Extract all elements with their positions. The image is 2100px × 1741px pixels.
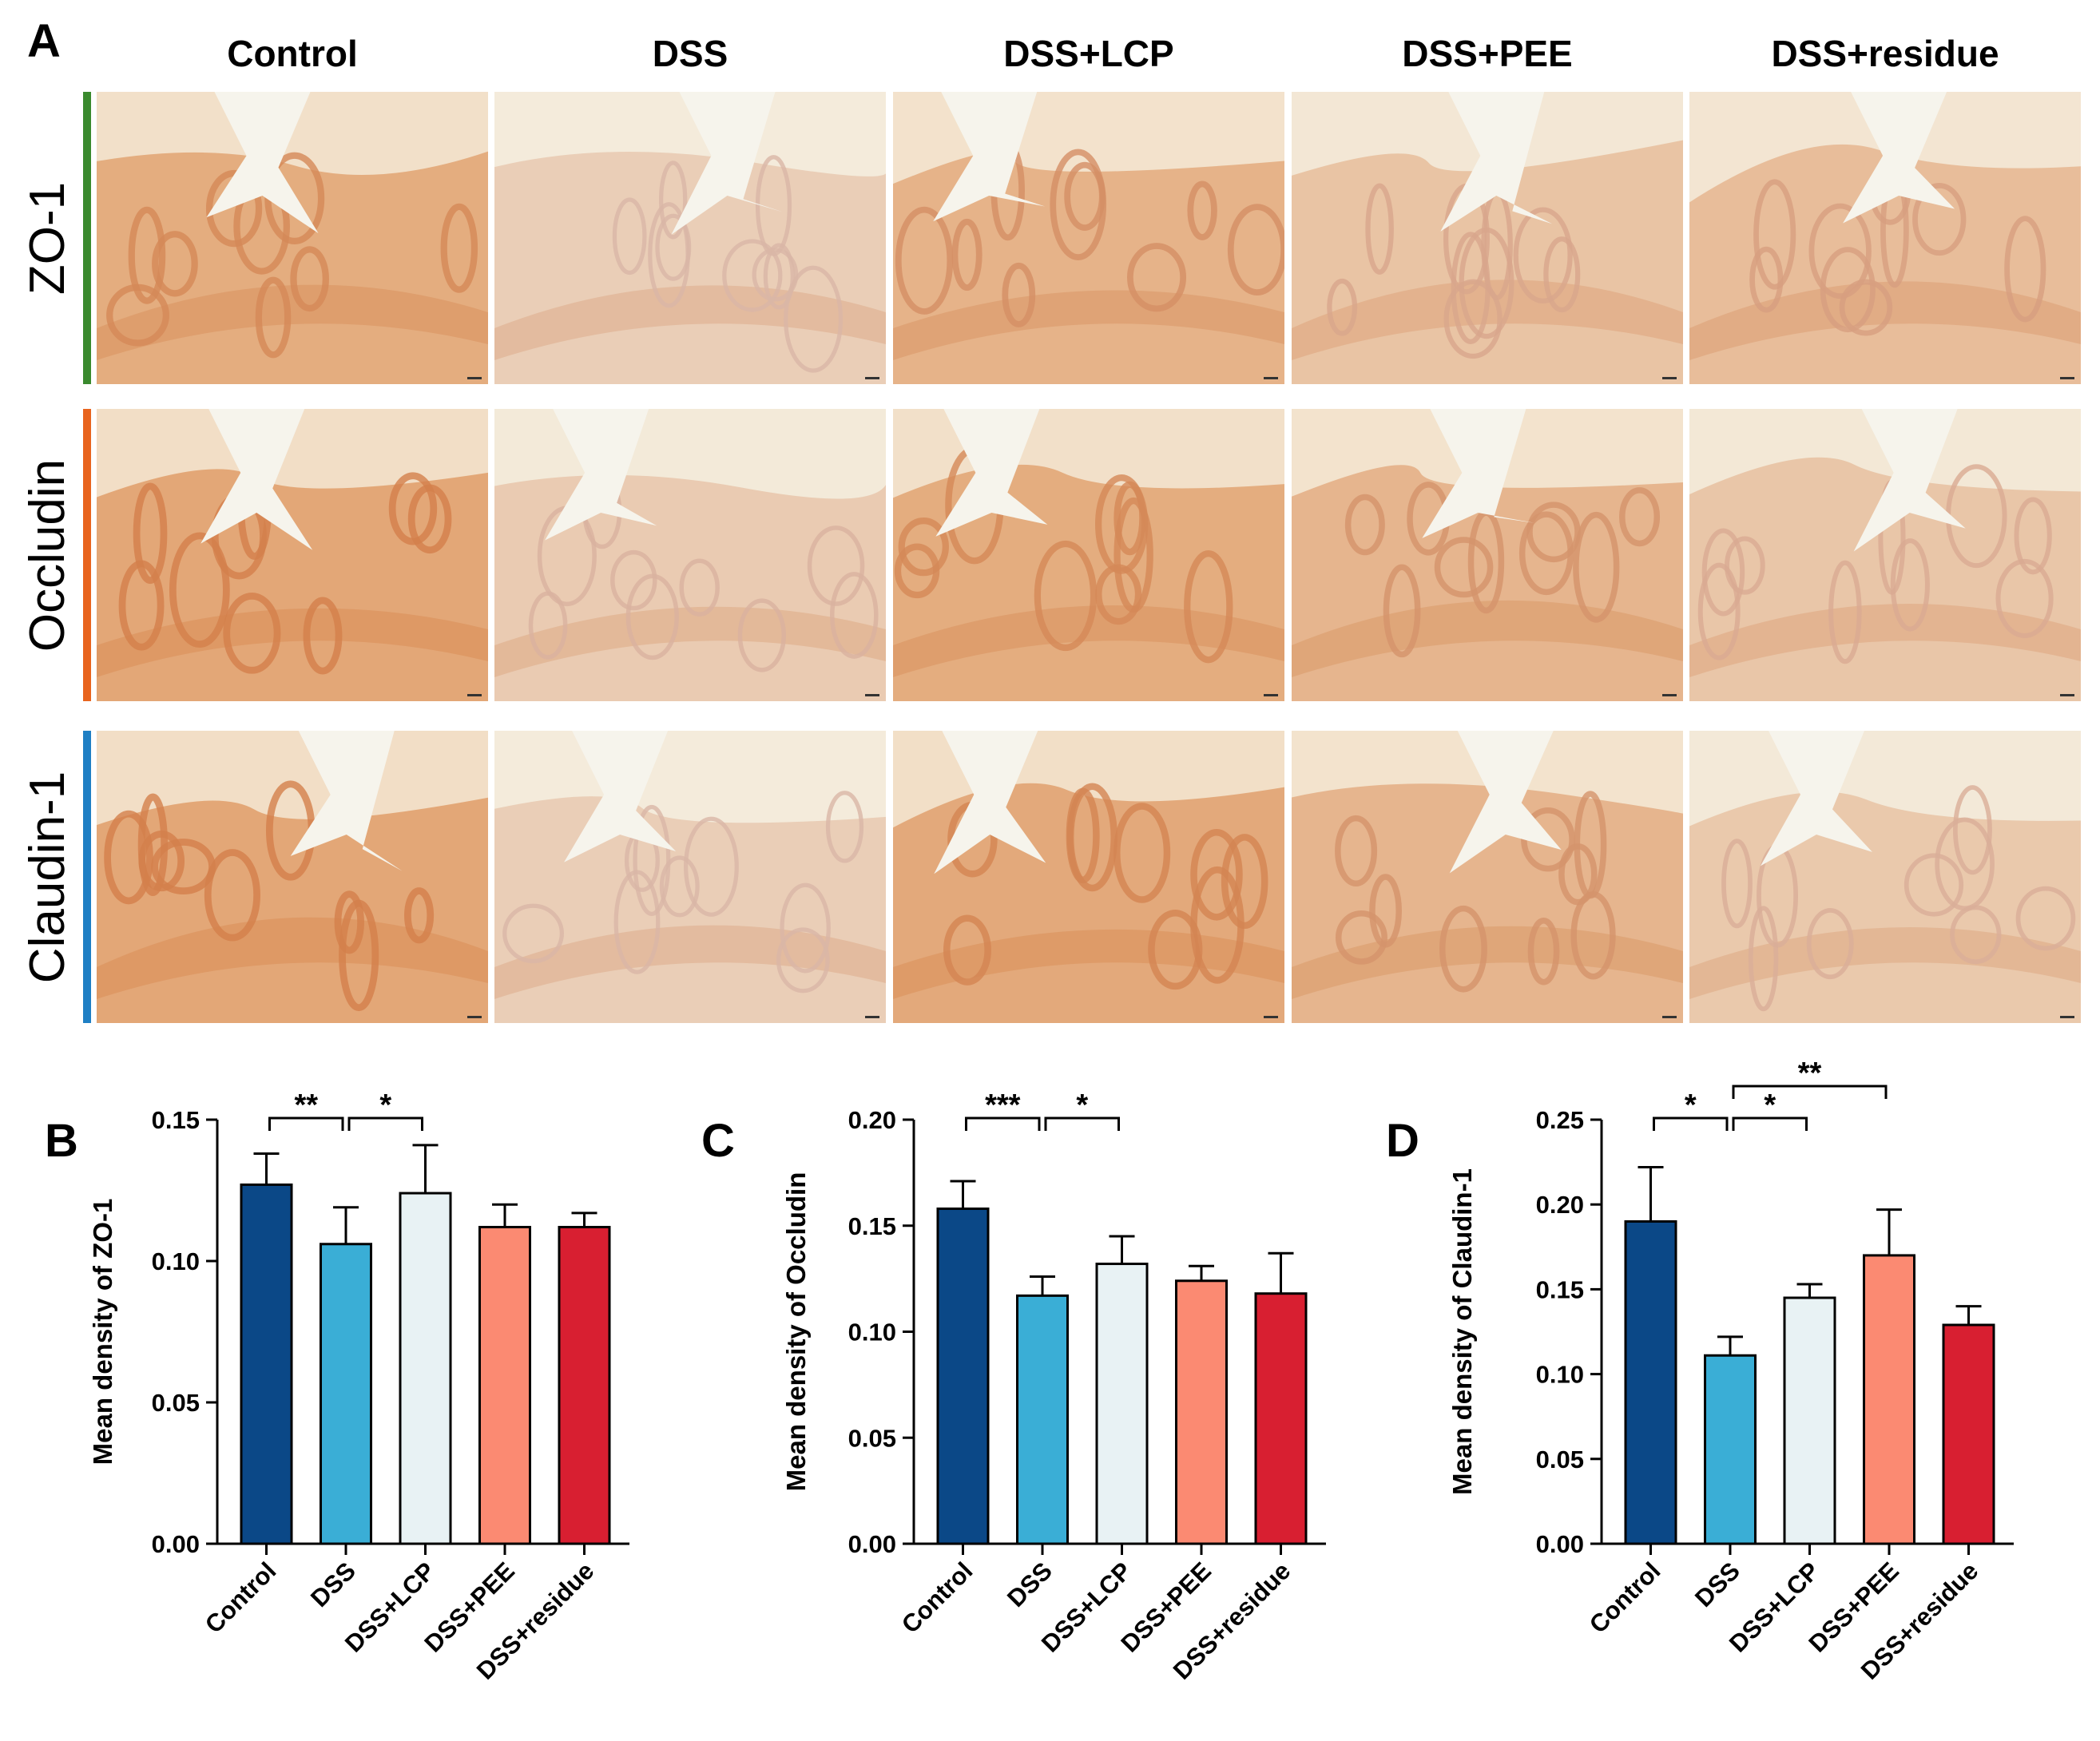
chart-panel-d: D 0.00 0.05 0.10 0.15 0.20 0.25 Mean density of… [1386, 1057, 2014, 1685]
scale-bar [467, 377, 482, 379]
column-header-dss-lcp: DSS+LCP [1003, 33, 1174, 74]
significance-label: * [1764, 1089, 1776, 1122]
row-bar-occludin [83, 409, 91, 701]
micrograph-zo-1-dss-residue [1689, 92, 2081, 384]
significance-bracket [965, 1116, 1041, 1131]
y-tick-label: 0.10 [848, 1319, 896, 1346]
micrograph-occludin-dss-pee [1292, 409, 1683, 701]
x-tick-label: DSS [1689, 1557, 1745, 1612]
scale-bar [467, 1016, 482, 1018]
chart-panel-c: C 0.00 0.05 0.10 0.15 0.20 Mean density of Occ… [701, 1089, 1326, 1685]
bar [1254, 1292, 1308, 1545]
micrograph-claudin-1-dss-lcp [893, 731, 1284, 1023]
significance-label: * [1685, 1089, 1697, 1122]
bar [320, 1243, 372, 1545]
scale-bar [1264, 377, 1278, 379]
micrograph-zo-1-dss-pee [1292, 92, 1683, 384]
bar [399, 1192, 452, 1545]
x-tick-label: DSS [1002, 1557, 1058, 1612]
significance-bracket [268, 1116, 344, 1131]
micrograph-claudin-1-dss-pee [1292, 731, 1683, 1023]
micrograph-occludin-dss-residue [1689, 409, 2081, 701]
micrograph-occludin-control [97, 409, 488, 701]
micrograph-occludin-dss-lcp [893, 409, 1284, 701]
y-tick-label: 0.15 [848, 1212, 896, 1240]
bar [1783, 1296, 1836, 1545]
column-header-dss: DSS [652, 33, 728, 74]
significance-bracket [1044, 1116, 1120, 1131]
bar [1942, 1323, 1995, 1545]
significance-label: * [379, 1089, 391, 1122]
significance-label: ** [1798, 1057, 1822, 1090]
significance-label: ** [294, 1089, 318, 1122]
y-axis-label: Mean density of ZO-1 [88, 1199, 117, 1465]
row-bar-zo1 [83, 92, 91, 384]
significance-label: *** [985, 1089, 1021, 1122]
scale-bar [865, 377, 879, 379]
column-header-control: Control [227, 33, 358, 74]
micrograph-zo-1-dss [494, 92, 886, 384]
significance-bracket [1653, 1116, 1729, 1131]
bar [1624, 1219, 1677, 1545]
y-tick-label: 0.20 [848, 1106, 896, 1134]
y-tick-label: 0.00 [848, 1530, 896, 1558]
panel-letter: B [45, 1115, 78, 1167]
scale-bar [865, 694, 879, 696]
bar [1704, 1354, 1757, 1545]
row-bar-claudin1 [83, 731, 91, 1023]
significance-bracket [347, 1116, 423, 1131]
micrograph-zo-1-dss-lcp [893, 92, 1284, 384]
column-header-dss-residue: DSS+residue [1771, 33, 1999, 74]
y-tick-label: 0.15 [152, 1106, 200, 1134]
micrograph-claudin-1-control [97, 731, 488, 1023]
micrograph-zo-1-control [97, 92, 488, 384]
panel-letter: C [701, 1115, 735, 1167]
bar [1863, 1254, 1915, 1545]
scale-bar [865, 1016, 879, 1018]
y-tick-label: 0.05 [152, 1389, 200, 1417]
y-tick-label: 0.10 [152, 1247, 200, 1275]
scale-bar [2060, 377, 2074, 379]
scale-bar [1662, 694, 1677, 696]
x-tick-label: Control [1584, 1557, 1666, 1639]
bar [1095, 1263, 1149, 1545]
significance-label: * [1076, 1089, 1088, 1122]
y-tick-label: 0.00 [152, 1530, 200, 1558]
significance-bracket [1732, 1116, 1808, 1131]
chart-panel-b: B 0.00 0.05 0.10 0.15 Mean density of ZO-1 Con… [45, 1089, 629, 1685]
scale-bar [2060, 1016, 2074, 1018]
scale-bar [2060, 694, 2074, 696]
y-tick-label: 0.05 [1536, 1446, 1584, 1473]
y-tick-label: 0.10 [1536, 1361, 1584, 1389]
bar [1016, 1294, 1069, 1545]
panel-letter: D [1386, 1115, 1419, 1167]
x-tick-label: Control [896, 1557, 979, 1639]
bar [478, 1226, 531, 1545]
y-tick-label: 0.00 [1536, 1530, 1584, 1558]
scale-bar [1264, 694, 1278, 696]
x-tick-label: DSS [305, 1557, 361, 1612]
significance-bracket [1732, 1085, 1888, 1099]
y-tick-label: 0.15 [1536, 1275, 1584, 1303]
micrograph-claudin-1-dss [494, 731, 886, 1023]
scale-bar [1662, 1016, 1677, 1018]
column-header-dss-pee: DSS+PEE [1402, 33, 1573, 74]
bar [558, 1226, 611, 1545]
y-tick-label: 0.20 [1536, 1191, 1584, 1219]
bar [936, 1208, 990, 1545]
y-axis-label: Mean density of Claudin-1 [1447, 1168, 1477, 1495]
scale-bar [1662, 377, 1677, 379]
scale-bar [467, 694, 482, 696]
panel-a-letter: A [27, 15, 61, 67]
y-axis-label: Mean density of Occludin [781, 1172, 811, 1492]
y-tick-label: 0.25 [1536, 1106, 1584, 1134]
scale-bar [1264, 1016, 1278, 1018]
micrograph-claudin-1-dss-residue [1689, 731, 2081, 1023]
micrograph-occludin-dss [494, 409, 886, 701]
y-tick-label: 0.05 [848, 1424, 896, 1452]
bar [1175, 1279, 1228, 1545]
x-tick-label: Control [200, 1557, 282, 1639]
bar [240, 1183, 293, 1545]
